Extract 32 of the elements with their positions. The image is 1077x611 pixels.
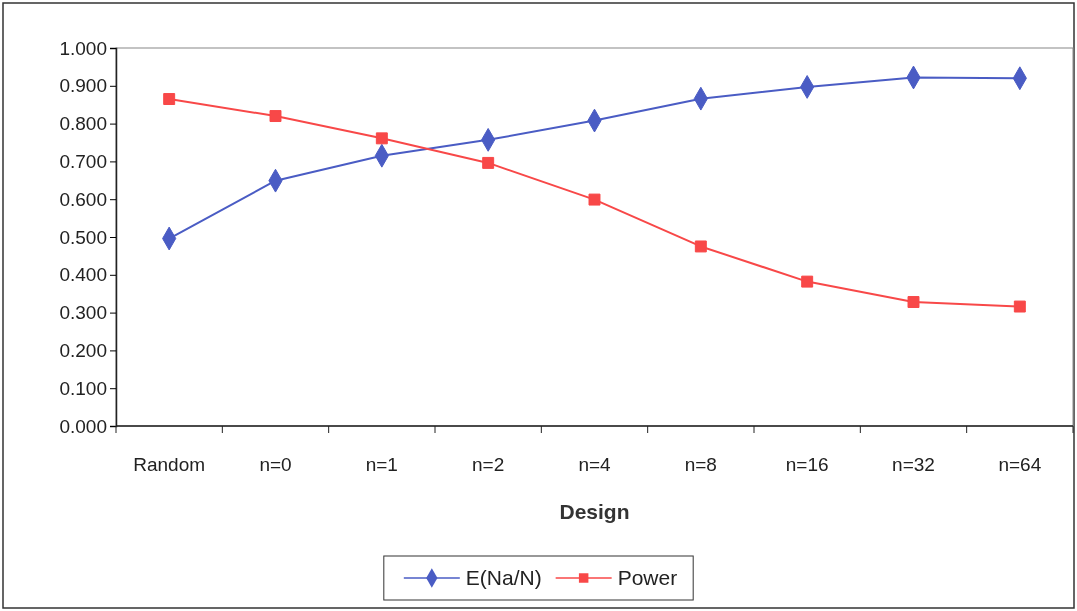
legend-label: Power	[617, 566, 678, 589]
y-tick-label: 0.900	[59, 75, 107, 97]
x-axis-title: Design	[559, 500, 630, 523]
y-tick-label: 0.000	[59, 415, 107, 437]
point	[907, 296, 920, 308]
y-tick-label: 0.500	[59, 226, 107, 248]
point	[1013, 300, 1026, 313]
y-tick-label: 0.100	[59, 377, 107, 399]
x-tick-label: n=4	[578, 454, 612, 475]
x-tick-label: n=64	[998, 454, 1042, 475]
x-tick-label: n=8	[684, 454, 717, 475]
y-tick-label: 0.200	[59, 339, 107, 361]
y-tick-label: 0.400	[59, 264, 107, 286]
point	[163, 93, 176, 106]
y-tick-label: 0.800	[59, 113, 107, 135]
point	[801, 275, 814, 288]
x-tick-label: n=16	[785, 454, 829, 475]
y-tick-label: 0.700	[59, 150, 107, 172]
point	[588, 193, 601, 206]
point	[269, 110, 282, 123]
y-tick-label: 0.600	[59, 188, 107, 210]
point	[375, 132, 388, 145]
x-tick-label: n=32	[892, 454, 935, 475]
point	[694, 240, 707, 253]
x-tick-label: Random	[133, 454, 206, 475]
legend-label: E(Na/N)	[465, 566, 542, 589]
point	[482, 156, 495, 169]
y-tick-label: 0.300	[59, 302, 107, 324]
x-tick-label: n=0	[259, 454, 292, 475]
y-tick-label: 1.000	[59, 37, 107, 59]
x-tick-label: n=1	[365, 454, 398, 475]
x-tick-label: n=2	[472, 454, 505, 475]
